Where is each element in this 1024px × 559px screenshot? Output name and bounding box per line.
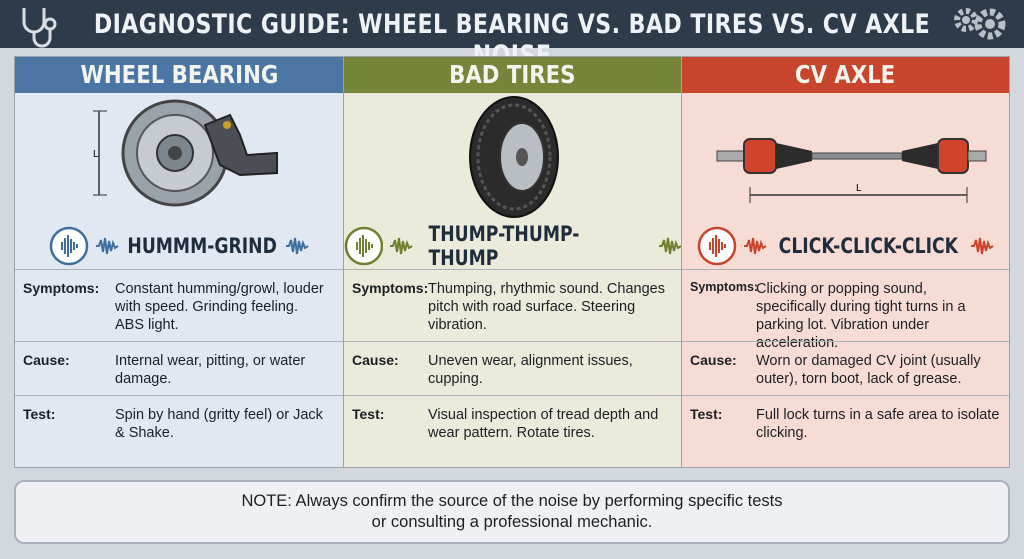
column-title: BAD TIRES <box>449 60 576 89</box>
wheel-bearing-illustration: L <box>93 99 278 207</box>
column: WHEEL BEARING L HUMMM-GRIND Symptoms: Co… <box>14 56 344 468</box>
row-text: Internal wear, pitting, or water damage. <box>115 353 306 387</box>
sound-label: THUMP-THUMP-THUMP <box>428 222 580 270</box>
row-label: Cause: <box>352 352 399 368</box>
row-text: Constant humming/growl, louder with spee… <box>115 281 324 333</box>
info-row: Test: Full lock turns in a safe area to … <box>682 395 1009 467</box>
dimension-label: L <box>93 149 99 160</box>
sound-row: THUMP-THUMP-THUMP <box>344 222 681 270</box>
dimension-label: L <box>856 183 862 194</box>
sound-row: CLICK-CLICK-CLICK <box>682 225 1009 267</box>
column-title: WHEEL BEARING <box>80 60 278 89</box>
column: CV AXLE L CLICK-CLICK-CLICK Symptoms: Cl… <box>681 56 1010 468</box>
row-text: Worn or damaged CV joint (usually outer)… <box>756 353 981 387</box>
note-box: NOTE: Always confirm the source of the n… <box>14 480 1010 544</box>
row-label: Test: <box>690 406 723 422</box>
info-row: Test: Spin by hand (gritty feel) or Jack… <box>15 395 343 467</box>
column-header: CV AXLE <box>682 57 1009 93</box>
info-row: Cause: Worn or damaged CV joint (usually… <box>682 341 1009 396</box>
sound-row: HUMMM-GRIND <box>15 225 343 267</box>
info-row: Symptoms: Constant humming/growl, louder… <box>15 269 343 342</box>
column-header: BAD TIRES <box>344 57 681 93</box>
tire-illustration <box>469 96 559 218</box>
row-label: Cause: <box>23 352 70 368</box>
wave <box>970 237 994 255</box>
stethoscope-icon <box>22 8 57 48</box>
row-label: Symptoms: <box>690 280 759 294</box>
info-row: Symptoms: Thumping, rhythmic sound. Chan… <box>344 269 681 342</box>
wave <box>658 237 681 255</box>
row-label: Test: <box>23 406 56 422</box>
row-text: Spin by hand (gritty feel) or Jack & Sha… <box>115 407 323 441</box>
column: BAD TIRES THUMP-THUMP-THUMP Symptoms: Th… <box>343 56 682 468</box>
info-row: Symptoms: Clicking or popping sound, spe… <box>682 269 1009 351</box>
title: DIAGNOSTIC GUIDE: WHEEL BEARING VS. BAD … <box>93 9 931 71</box>
column-header: WHEEL BEARING <box>15 57 343 93</box>
row-text: Clicking or popping sound, specifically … <box>756 281 966 351</box>
row-text: Visual inspection of tread depth and wea… <box>428 407 659 441</box>
header: DIAGNOSTIC GUIDE: WHEEL BEARING VS. BAD … <box>0 0 1024 71</box>
info-row: Cause: Uneven wear, alignment issues, cu… <box>344 341 681 396</box>
row-label: Symptoms: <box>352 280 429 296</box>
sound-label: CLICK-CLICK-CLICK <box>778 234 959 258</box>
info-row: Cause: Internal wear, pitting, or water … <box>15 341 343 396</box>
wave <box>744 237 767 255</box>
sound-label: HUMMM-GRIND <box>127 234 277 258</box>
gears-icon <box>954 8 1006 40</box>
info-row: Test: Visual inspection of tread depth a… <box>344 395 681 467</box>
row-label: Cause: <box>690 352 737 368</box>
row-text: Uneven wear, alignment issues, cupping. <box>428 353 633 387</box>
wave <box>286 237 309 255</box>
note-text: NOTE: Always confirm the source of the n… <box>241 492 783 531</box>
column-title: CV AXLE <box>795 60 896 89</box>
row-label: Test: <box>352 406 385 422</box>
sound-icon <box>49 226 89 266</box>
wave <box>95 237 119 255</box>
row-label: Symptoms: <box>23 280 100 296</box>
cv-axle-illustration: L <box>716 138 987 203</box>
row-text: Thumping, rhythmic sound. Changes pitch … <box>428 281 665 333</box>
sound-icon <box>697 226 737 266</box>
sound-icon <box>344 226 384 266</box>
wave <box>390 237 413 255</box>
row-text: Full lock turns in a safe area to isolat… <box>756 407 1000 441</box>
